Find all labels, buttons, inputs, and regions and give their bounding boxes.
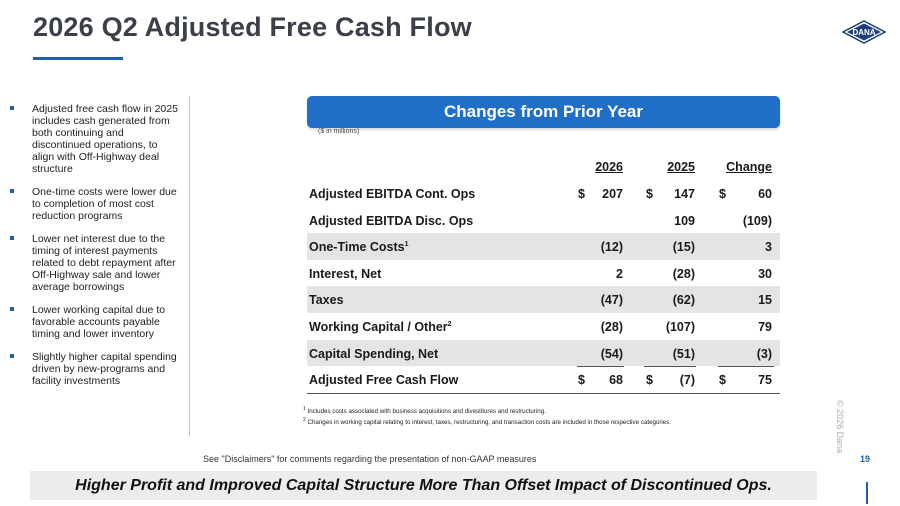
value-change: (3): [756, 346, 772, 361]
row-label: Adjusted EBITDA Disc. Ops: [309, 213, 474, 228]
bullet-item: One-time costs were lower due to complet…: [10, 186, 182, 222]
takeaway-callout: Higher Profit and Improved Capital Struc…: [30, 471, 817, 500]
page-number: 19: [860, 454, 871, 464]
value-change: 79: [758, 319, 772, 334]
row-label: Adjusted EBITDA Cont. Ops: [309, 187, 476, 201]
units-note: ($ in millions): [318, 128, 360, 135]
dollar-sign: $: [646, 187, 653, 201]
value-2025: (107): [665, 319, 695, 334]
value-2025: (7): [679, 373, 695, 388]
value-2026: 207: [602, 187, 623, 201]
bullet-item: Lower net interest due to the timing of …: [10, 233, 182, 293]
bullet-marker-icon: [10, 307, 14, 311]
bullet-marker-icon: [10, 236, 14, 240]
value-2026: (28): [600, 319, 623, 334]
value-2025: (62): [672, 293, 695, 308]
value-change: 30: [758, 266, 772, 281]
dollar-sign: $: [719, 187, 726, 201]
table-row: Adjusted EBITDA Cont. Ops $ 207 $ 147 $ …: [307, 180, 780, 207]
value-change: 60: [758, 187, 772, 201]
value-2025: (51): [672, 346, 695, 361]
bullet-item: Adjusted free cash flow in 2025 includes…: [10, 103, 182, 175]
bullet-item: Lower working capital due to favorable a…: [10, 304, 182, 340]
bullet-marker-icon: [10, 106, 14, 110]
column-header: 2026: [595, 160, 623, 174]
bullet-marker-icon: [10, 354, 14, 358]
column-header: Change: [726, 160, 772, 174]
disclaimer-note: See "Disclaimers" for comments regarding…: [203, 454, 537, 464]
table-header: 2026 2025 Change: [307, 160, 780, 180]
value-2026: (47): [600, 293, 623, 308]
row-label: Taxes: [309, 293, 344, 308]
value-2026: 68: [609, 373, 623, 388]
dollar-sign: $: [719, 373, 726, 388]
value-2026: (54): [600, 346, 623, 361]
value-2026: (12): [600, 240, 623, 255]
total-rule: [718, 366, 774, 368]
row-label: Working Capital / Other2: [309, 319, 452, 334]
value-2025: 109: [674, 213, 695, 228]
value-2025: (28): [672, 266, 695, 281]
value-2025: (15): [672, 240, 695, 255]
total-rule: [577, 366, 624, 368]
slide-title: 2026 Q2 Adjusted Free Cash Flow: [33, 12, 472, 42]
row-label: Capital Spending, Net: [309, 346, 439, 361]
bullet-marker-icon: [10, 189, 14, 193]
column-header: 2025: [667, 160, 695, 174]
value-change: 75: [758, 373, 772, 388]
dollar-sign: $: [578, 373, 585, 388]
row-label: Interest, Net: [309, 266, 382, 281]
footnote: 2 Changes in working capital relating to…: [303, 417, 672, 427]
value-2026: 2: [616, 266, 623, 281]
dollar-sign: $: [578, 187, 585, 201]
footnote: 1 Includes costs associated with busines…: [303, 406, 546, 416]
table-row: Adjusted EBITDA Disc. Ops 109 (109): [307, 207, 780, 234]
bullet-list: Adjusted free cash flow in 2025 includes…: [10, 103, 182, 398]
footnotes: 1 Includes costs associated with busines…: [303, 405, 671, 427]
bullet-item: Slightly higher capital spending driven …: [10, 351, 182, 387]
title-underline: [33, 57, 123, 60]
section-banner: Changes from Prior Year: [307, 96, 780, 128]
table-row: Taxes (47) (62) 15: [307, 286, 780, 313]
dollar-sign: $: [646, 373, 653, 388]
dana-logo: DANA: [842, 20, 886, 44]
value-change: 3: [765, 240, 772, 255]
table-row: Interest, Net 2 (28) 30: [307, 260, 780, 287]
cash-flow-table: 2026 2025 Change Adjusted EBITDA Cont. O…: [307, 160, 780, 394]
row-label: One-Time Costs1: [309, 240, 409, 255]
value-change: 15: [758, 293, 772, 308]
value-change: (109): [742, 213, 772, 228]
table-row-total: Adjusted Free Cash Flow $ 68 $ (7) $ 75: [307, 366, 780, 394]
table-row: Capital Spending, Net (54) (51) (3): [307, 339, 780, 367]
value-2025: 147: [674, 187, 695, 201]
accent-bar: [866, 482, 868, 504]
copyright: © 2026 Dana: [835, 400, 845, 454]
logo-text: DANA: [852, 28, 875, 37]
row-label: Adjusted Free Cash Flow: [309, 373, 459, 388]
divider: [189, 96, 190, 436]
table-row: One-Time Costs1 (12) (15) 3: [307, 233, 780, 260]
total-rule: [644, 366, 696, 368]
table-row: Working Capital / Other2 (28) (107) 79: [307, 313, 780, 340]
